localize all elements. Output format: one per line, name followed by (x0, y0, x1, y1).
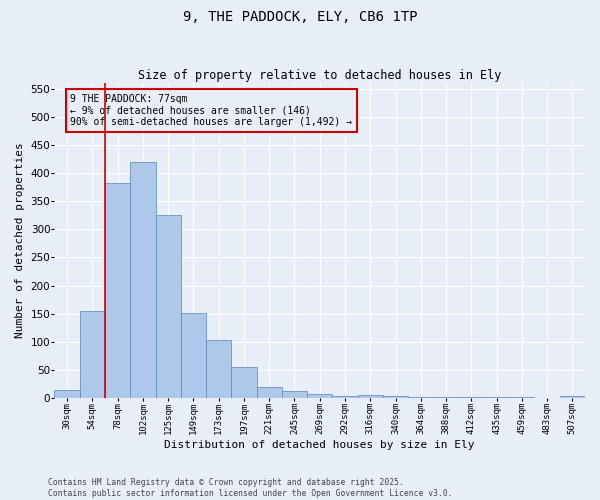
Bar (358, 395, 383, 398)
Bar (408, 397, 433, 398)
Bar (55, 390, 80, 398)
Text: Contains HM Land Registry data © Crown copyright and database right 2025.
Contai: Contains HM Land Registry data © Crown c… (48, 478, 452, 498)
Bar (383, 396, 408, 398)
Bar (307, 394, 332, 398)
Bar (257, 387, 282, 398)
Bar (206, 340, 232, 398)
X-axis label: Distribution of detached houses by size in Ely: Distribution of detached houses by size … (164, 440, 475, 450)
Bar (181, 312, 206, 398)
Text: 9 THE PADDOCK: 77sqm
← 9% of detached houses are smaller (146)
90% of semi-detac: 9 THE PADDOCK: 77sqm ← 9% of detached ho… (70, 94, 352, 128)
Y-axis label: Number of detached properties: Number of detached properties (15, 142, 25, 338)
Bar (105, 182, 130, 398)
Title: Size of property relative to detached houses in Ely: Size of property relative to detached ho… (138, 69, 502, 82)
Bar (155, 216, 181, 398)
Bar (130, 162, 155, 398)
Bar (560, 396, 585, 398)
Bar (80, 311, 105, 398)
Text: 9, THE PADDOCK, ELY, CB6 1TP: 9, THE PADDOCK, ELY, CB6 1TP (183, 10, 417, 24)
Bar (232, 367, 257, 398)
Bar (332, 396, 358, 398)
Bar (282, 392, 307, 398)
